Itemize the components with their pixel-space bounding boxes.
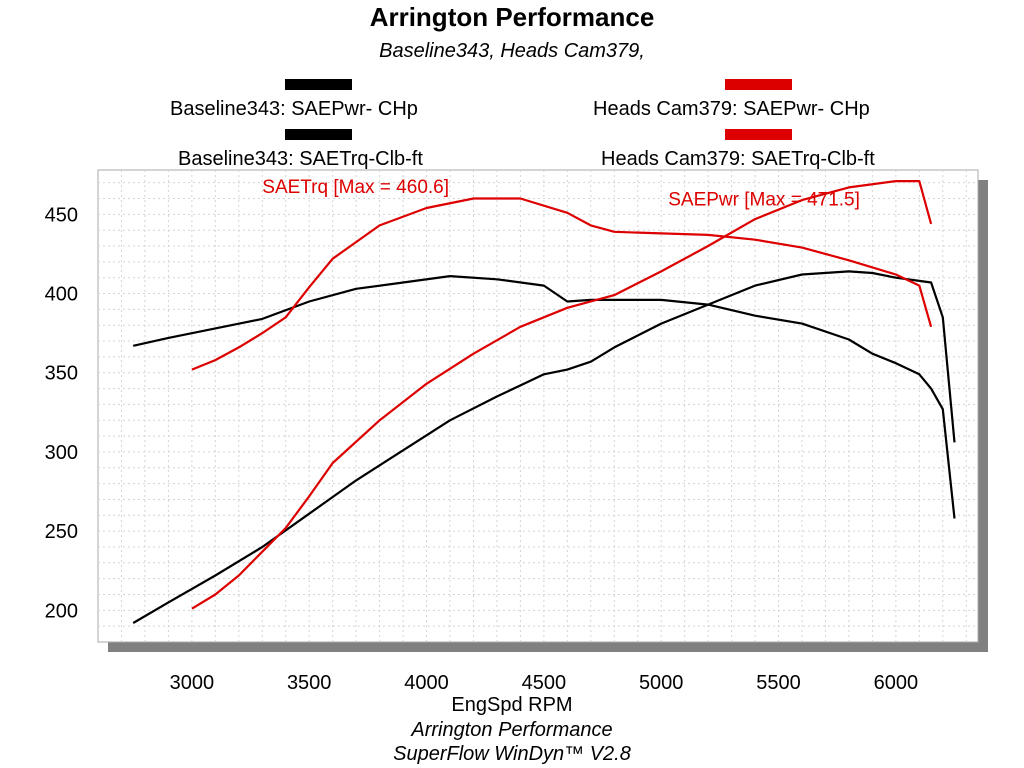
y-tick-label: 300 — [45, 442, 78, 464]
x-tick-label: 3000 — [170, 672, 215, 694]
y-tick-label: 400 — [45, 284, 78, 306]
series-lines — [132, 180, 956, 624]
legend-swatch-baseline-power — [285, 79, 352, 90]
annotation-label-2: SAEPwr [Max = 471.5] — [668, 190, 860, 211]
y-tick-label: 250 — [45, 521, 78, 543]
series-line-4 — [191, 197, 933, 371]
x-axis-label: EngSpd RPM — [451, 694, 573, 716]
annotation-label-1: SAETrq [Max = 460.6] — [262, 177, 449, 198]
legend-swatch-baseline-torque — [285, 129, 352, 140]
legend-label-heads-power: Heads Cam379: SAEPwr- CHp — [593, 98, 870, 120]
footer-line1: Arrington Performance — [411, 719, 613, 741]
x-tick-label: 3500 — [287, 672, 332, 694]
x-tick-label: 5500 — [756, 672, 801, 694]
chart-subtitle: Baseline343, Heads Cam379, — [379, 40, 645, 62]
annotations: SAETrq [Max = 460.6] SAEPwr [Max = 471.5] — [262, 177, 860, 211]
legend-swatch-heads-power — [725, 79, 792, 90]
y-tick-label: 450 — [45, 204, 78, 226]
series-line-3 — [191, 180, 933, 610]
series-line-2 — [132, 275, 956, 519]
legend-label-baseline-torque: Baseline343: SAETrq-Clb-ft — [178, 148, 423, 170]
x-tick-label: 4500 — [522, 672, 567, 694]
legend-label-heads-torque: Heads Cam379: SAETrq-Clb-ft — [601, 148, 875, 170]
plot-area — [97, 169, 979, 643]
legend-label-baseline-power: Baseline343: SAEPwr- CHp — [170, 98, 418, 120]
legend-swatch-heads-torque — [725, 129, 792, 140]
x-tick-label: 4000 — [404, 672, 449, 694]
x-tick-label: 5000 — [639, 672, 684, 694]
series-line-1 — [132, 270, 956, 624]
y-tick-label: 200 — [45, 600, 78, 622]
grid — [98, 170, 978, 642]
y-tick-label: 350 — [45, 363, 78, 385]
x-tick-label: 6000 — [874, 672, 919, 694]
chart-title: Arrington Performance — [369, 2, 655, 32]
footer-line2: SuperFlow WinDyn™ V2.8 — [393, 743, 631, 765]
tick-labels: 3000 3500 4000 4500 5000 5500 6000 200 250 300 350… — [45, 204, 918, 694]
